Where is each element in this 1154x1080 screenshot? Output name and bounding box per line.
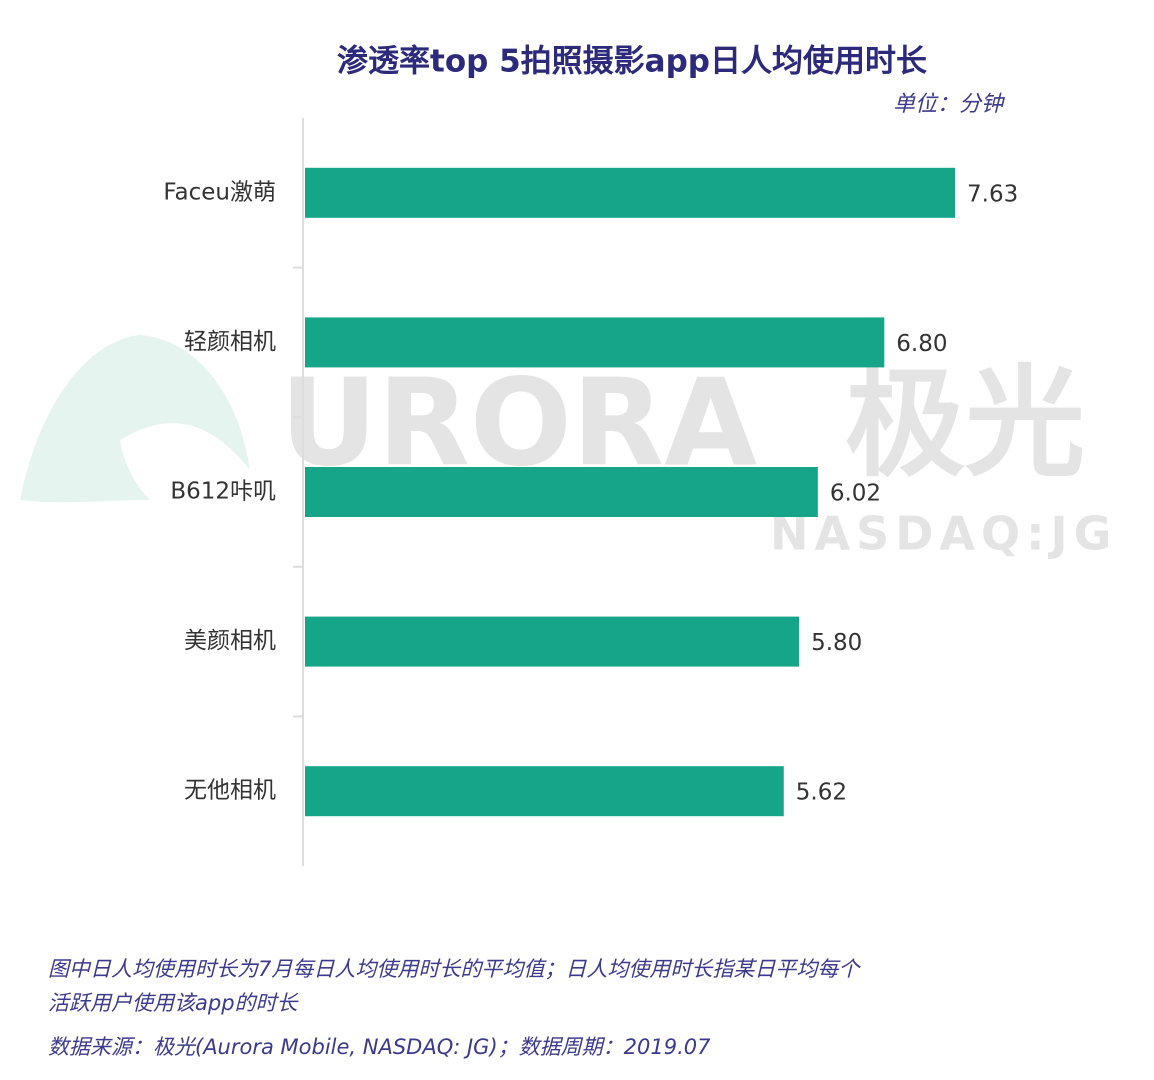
bar <box>305 317 885 368</box>
y-tick-label: Faceu激萌 <box>163 179 276 205</box>
bar <box>305 616 800 667</box>
bar <box>305 467 818 517</box>
watermark-logo <box>20 335 250 503</box>
bar <box>305 766 784 817</box>
footnote: 图中日人均使用时长为7月每日人均使用时长的平均值；日人均使用时长指某日平均每个 <box>48 957 861 981</box>
data-label: 5.80 <box>811 630 862 656</box>
y-tick-label: 无他相机 <box>184 778 276 804</box>
data-label: 7.63 <box>967 181 1018 207</box>
data-label: 5.62 <box>796 780 847 806</box>
unit-label: 单位：分钟 <box>893 92 1006 117</box>
watermark-brand-cn: 极光 <box>845 355 1085 494</box>
y-tick-label: 轻颜相机 <box>184 329 276 355</box>
chart-title: 渗透率top 5拍照摄影app日人均使用时长 <box>337 44 927 80</box>
data-label: 6.02 <box>830 481 881 507</box>
watermark-ticker: NASDAQ:JG <box>770 507 1117 561</box>
y-tick-label: B612咔叽 <box>170 479 276 505</box>
data-label: 6.80 <box>896 331 947 357</box>
y-tick-label: 美颜相机 <box>184 628 276 654</box>
source: 数据来源：极光(Aurora Mobile, NASDAQ: JG)；数据周期：… <box>48 1035 711 1059</box>
bar <box>305 167 955 218</box>
footnote: 活跃用户使用该app的时长 <box>48 991 300 1015</box>
